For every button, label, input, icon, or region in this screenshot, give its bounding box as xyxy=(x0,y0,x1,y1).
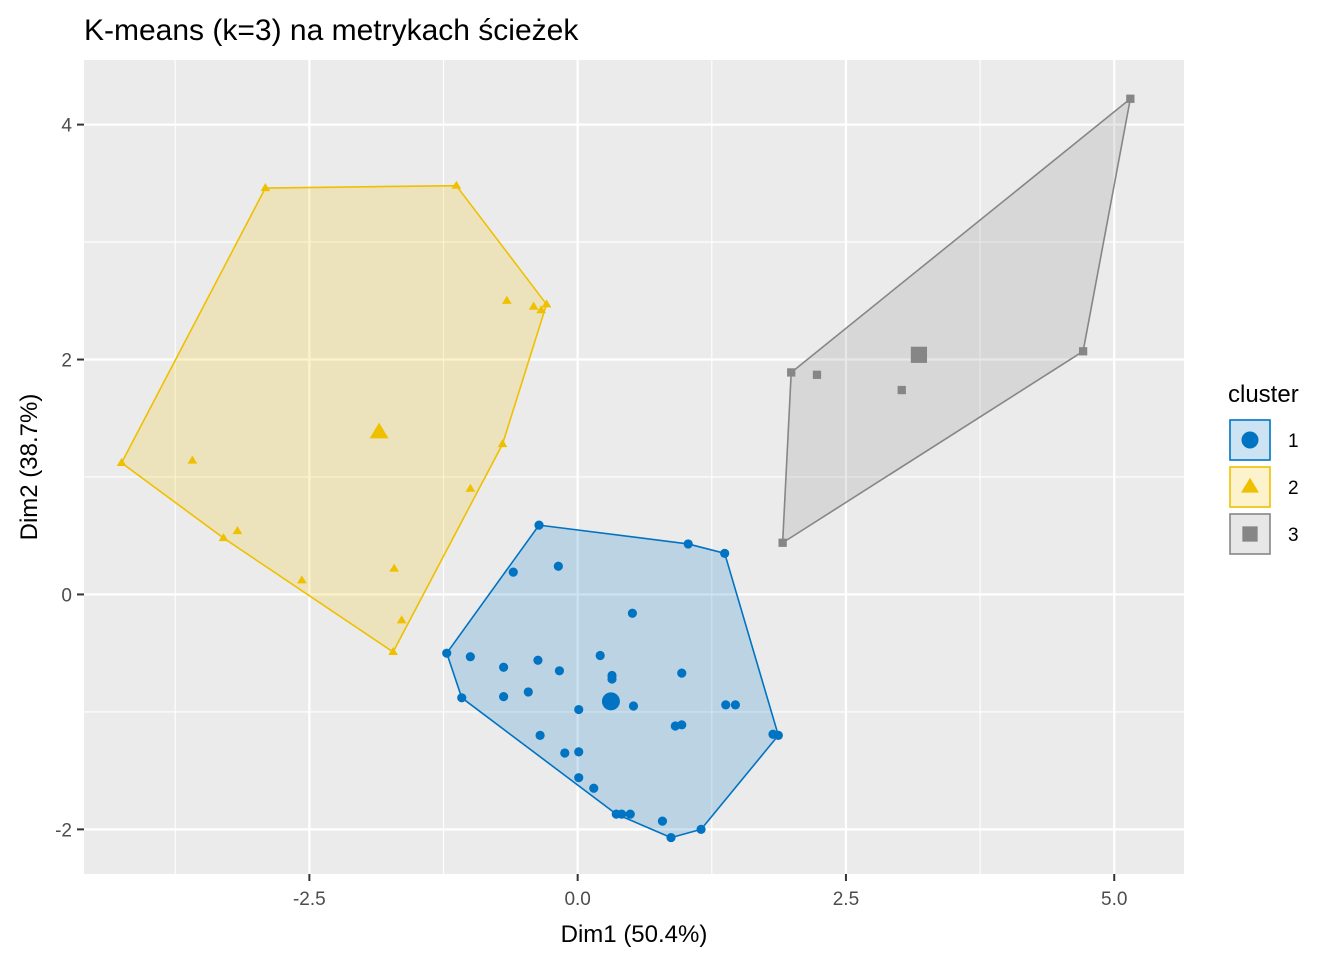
cluster-1-point xyxy=(773,730,783,740)
x-tick-label: 5.0 xyxy=(1101,889,1127,910)
cluster-2-point xyxy=(187,455,198,464)
cluster-2-point xyxy=(116,457,127,466)
cluster-1-point xyxy=(523,687,533,697)
cluster-2-point xyxy=(536,305,547,314)
cluster-1-point xyxy=(617,809,627,819)
legend-label-1: 1 xyxy=(1288,431,1299,452)
cluster-1-point xyxy=(508,567,518,577)
cluster-1-centroid xyxy=(601,692,620,711)
legend-marker-3 xyxy=(1242,526,1258,542)
legend-label-3: 3 xyxy=(1288,525,1299,546)
cluster-1-point xyxy=(657,816,668,826)
cluster-2-point xyxy=(465,483,476,492)
cluster-3-point xyxy=(1078,347,1088,356)
cluster-1-point xyxy=(683,539,693,549)
cluster-2-point xyxy=(389,563,399,572)
cluster-2-point xyxy=(388,647,398,656)
cluster-1-point xyxy=(457,693,467,703)
cluster-1-point xyxy=(499,692,509,702)
cluster-1-point xyxy=(465,652,475,662)
cluster-2-point xyxy=(218,533,229,542)
cluster-3-centroid xyxy=(910,346,928,363)
cluster-1-point xyxy=(607,674,617,684)
cluster-1-point xyxy=(553,561,563,571)
cluster-1-point xyxy=(666,832,676,843)
cluster-1-point xyxy=(589,783,599,793)
grid-major xyxy=(84,60,1184,874)
legend-marker-1 xyxy=(1241,431,1259,449)
y-axis-title: Dim2 (38.7%) xyxy=(16,394,43,541)
cluster-3-point xyxy=(1126,94,1135,103)
x-tick-label: 0.0 xyxy=(564,889,590,910)
cluster-2-point xyxy=(451,180,462,189)
x-tick-label: -2.5 xyxy=(293,889,326,910)
cluster-1-point xyxy=(627,608,637,618)
y-tick-label: 2 xyxy=(61,351,72,372)
x-axis-title: Dim1 (50.4%) xyxy=(561,921,708,948)
x-tick-label: 2.5 xyxy=(833,889,859,910)
legend-label-2: 2 xyxy=(1288,478,1299,499)
cluster-1-point xyxy=(677,720,687,730)
cluster-2-point xyxy=(396,615,407,624)
cluster-1-point xyxy=(677,668,687,678)
cluster-3-point xyxy=(787,368,796,377)
cluster-2-point xyxy=(528,301,539,310)
x-axis: -2.5 0.0 2.5 5.0 xyxy=(293,874,1127,910)
cluster-2-point xyxy=(232,526,243,535)
cluster-1-point xyxy=(574,747,584,757)
cluster-3-point xyxy=(778,538,787,547)
cluster-1-point xyxy=(721,700,731,710)
y-axis: -2 0 2 4 xyxy=(55,116,84,841)
cluster-1-point xyxy=(442,648,452,658)
cluster-1-point xyxy=(554,666,565,676)
cluster-centroids xyxy=(369,346,928,711)
cluster-2-hull xyxy=(120,184,548,653)
cluster-1-point xyxy=(574,773,584,783)
cluster-2-centroid xyxy=(369,422,389,439)
data-points xyxy=(116,94,1135,843)
cluster-2-point xyxy=(501,295,512,304)
cluster-1-point xyxy=(625,809,635,819)
cluster-1-point xyxy=(533,655,543,665)
cluster-1-point xyxy=(595,650,605,661)
legend-marker-2 xyxy=(1241,477,1259,493)
legend: cluster 1 2 3 xyxy=(1228,381,1299,555)
cluster-1-point xyxy=(535,730,545,740)
legend-title: cluster xyxy=(1228,381,1299,408)
cluster-3-point xyxy=(812,370,822,379)
cluster-1-point xyxy=(720,548,730,558)
cluster-1-point xyxy=(628,701,639,711)
cluster-1-point xyxy=(696,824,706,834)
cluster-1-point xyxy=(560,748,570,758)
cluster-3-point xyxy=(897,385,906,395)
y-tick-label: 4 xyxy=(61,116,72,137)
cluster-2-point xyxy=(260,183,271,192)
y-tick-label: 0 xyxy=(61,585,72,606)
plot-panel xyxy=(84,60,1184,874)
cluster-1-point xyxy=(534,520,544,530)
cluster-2-point xyxy=(297,575,307,584)
cluster-2-point xyxy=(541,299,552,308)
cluster-1-point xyxy=(730,700,741,710)
cluster-1-point xyxy=(574,704,584,715)
chart-title: K-means (k=3) na metrykach ścieżek xyxy=(84,14,579,47)
grid-minor xyxy=(84,60,1184,874)
cluster-2-point xyxy=(497,439,508,448)
cluster-1-point xyxy=(499,662,509,672)
y-tick-label: -2 xyxy=(55,820,72,841)
